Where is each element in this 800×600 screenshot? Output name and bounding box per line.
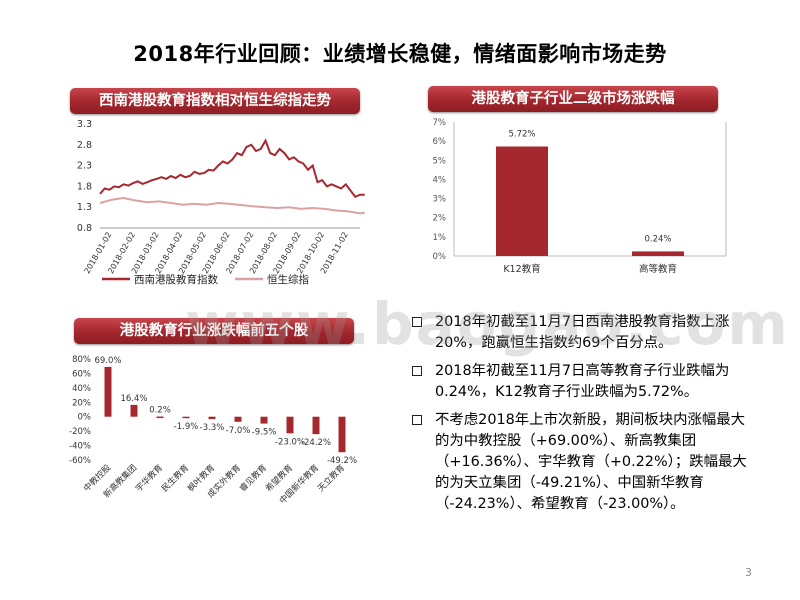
category-label: 宇华教育: [133, 462, 165, 494]
data-label: 5.72%: [508, 130, 535, 140]
data-label: 16.4%: [120, 394, 147, 404]
data-label: -3.3%: [200, 423, 225, 433]
page-title: 2018年行业回顾：业绩增长稳健，情绪面影响市场走势: [133, 42, 667, 66]
square-bullet-icon: [412, 366, 422, 376]
top5-banner: 港股教育行业涨跌幅前五个股: [74, 318, 354, 344]
subsector-banner: 港股教育子行业二级市场涨跌幅: [428, 86, 718, 112]
y-tick-label: 4%: [433, 175, 447, 185]
bar: [632, 251, 684, 256]
bullet-text: 2018年初截至11月7日西南港股教育指数上涨20%，跑赢恒生指数约69个百分点…: [435, 314, 730, 351]
y-tick-label: 3.3: [77, 119, 92, 130]
y-tick-label: 40%: [72, 384, 91, 394]
data-label: 0.24%: [644, 234, 671, 244]
series-line: [99, 196, 365, 215]
top5-bar-chart: 80% 60% 40% 20% 0% -20% -40% -60% 69.0% 16.4%0.2…: [69, 355, 357, 506]
category-label: 睿见教育: [237, 462, 269, 494]
data-label: -24.2%: [301, 438, 331, 448]
bar: [260, 416, 268, 424]
y-tick-label: 6%: [433, 137, 447, 147]
bar: [312, 416, 320, 435]
y-tick-label: 1.3: [77, 202, 92, 213]
y-tick-label: 2%: [433, 214, 447, 224]
square-bullet-icon: [412, 317, 422, 327]
bullet-list: 2018年初截至11月7日西南港股教育指数上涨20%，跑赢恒生指数约69个百分点…: [411, 312, 756, 522]
y-tick-label: 5%: [433, 156, 447, 166]
watermark: www.baogao.com: [185, 290, 790, 358]
legend-label: 西南港股教育指数: [134, 273, 218, 286]
bullet-item: 2018年初截至11月7日高等教育子行业跌幅为0.24%，K12教育子行业跌幅为…: [411, 361, 756, 403]
y-tick-label: 0.8: [77, 223, 92, 234]
data-label: -49.2%: [327, 456, 357, 466]
data-label: 69.0%: [94, 356, 121, 366]
category-label: 天立教育: [315, 462, 347, 494]
data-label: -1.9%: [174, 422, 199, 432]
y-tick-label: 3%: [433, 195, 447, 205]
data-label: 0.2%: [149, 406, 171, 416]
y-tick-label: 0%: [78, 413, 92, 423]
y-tick-label: 1.8: [77, 181, 92, 192]
y-tick-label: 1%: [433, 233, 447, 243]
data-label: -23.0%: [275, 437, 305, 447]
y-tick-label: 7%: [433, 118, 447, 128]
category-label: K12教育: [503, 263, 540, 275]
data-label: -9.5%: [252, 428, 277, 438]
y-tick-label: -60%: [69, 456, 91, 466]
bullet-text: 不考虑2018年上市次新股，期间板块内涨幅最大的为中教控股（+69.00%）、新…: [435, 412, 747, 512]
y-tick-label: 0%: [433, 252, 447, 262]
bar: [156, 416, 164, 419]
bullet-item: 2018年初截至11月7日西南港股教育指数上涨20%，跑赢恒生指数约69个百分点…: [411, 312, 756, 354]
category-label: 高等教育: [639, 263, 677, 275]
series-line: [99, 138, 365, 199]
bullet-item: 不考虑2018年上市次新股，期间板块内涨幅最大的为中教控股（+69.00%）、新…: [411, 410, 756, 515]
page-number: 3: [745, 566, 752, 579]
bar: [104, 366, 112, 417]
y-tick-label: -20%: [69, 427, 91, 437]
bar: [496, 146, 548, 256]
bar: [234, 416, 242, 422]
bar: [182, 416, 190, 419]
bar: [286, 416, 294, 434]
bullet-text: 2018年初截至11月7日高等教育子行业跌幅为0.24%，K12教育子行业跌幅为…: [435, 363, 730, 400]
y-tick-label: 20%: [72, 398, 91, 408]
bar: [130, 404, 138, 417]
legend-label: 恒生综指: [267, 273, 309, 286]
y-tick-label: 2.3: [77, 161, 92, 172]
data-label: -7.0%: [226, 426, 251, 436]
y-tick-label: 60%: [72, 369, 91, 379]
y-tick-label: 80%: [72, 355, 91, 365]
category-label: 民生教育: [159, 462, 191, 494]
index-trend-chart: 3.32.82.31.81.30.8 2018-01-022018-02-022…: [77, 119, 365, 286]
y-tick-label: 2.8: [77, 140, 92, 151]
y-tick-label: -40%: [69, 442, 91, 452]
bar: [208, 416, 216, 420]
subsector-bar-chart: 7% 6% 5% 4% 3% 2% 1% 0% 5.72% 0.24% K12教育 高等教育: [433, 118, 727, 275]
square-bullet-icon: [412, 415, 422, 425]
index-trend-banner: 西南港股教育指数相对恒生综指走势: [70, 88, 360, 114]
bar: [338, 416, 346, 453]
